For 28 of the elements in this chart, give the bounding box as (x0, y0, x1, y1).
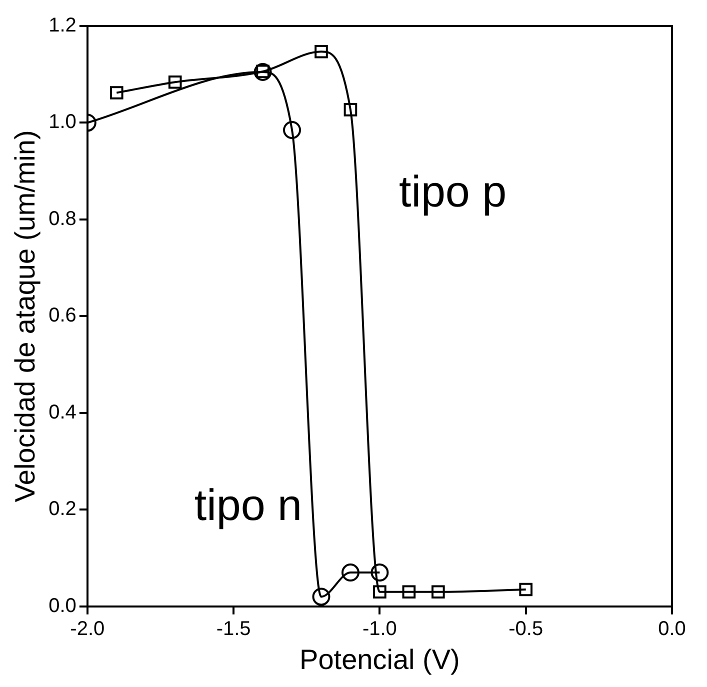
x-axis-title: Potencial (V) (300, 644, 460, 675)
point (168, 75, 182, 89)
x-tick-label: -2.0 (70, 618, 105, 640)
point (314, 44, 328, 58)
annotation: tipo n (194, 480, 302, 530)
x-tick-label: -0.5 (508, 618, 544, 640)
x-tick-label: 0.0 (658, 618, 686, 640)
y-tick-label: 0.8 (48, 208, 76, 230)
y-tick-label: 0.0 (48, 594, 76, 617)
y-tick-label: 0.4 (48, 401, 76, 424)
point (519, 582, 533, 596)
point (373, 585, 386, 599)
y-tick-label: 0.6 (48, 304, 76, 327)
y-tick-label: 1.2 (48, 14, 76, 37)
point (312, 588, 330, 606)
point (110, 86, 124, 100)
point (344, 103, 358, 116)
x-tick-label: -1.5 (216, 618, 251, 640)
point (432, 585, 445, 599)
point (341, 564, 360, 582)
x-tick-label: -1.0 (362, 618, 397, 640)
annotation: tipo p (398, 167, 507, 216)
y-tick-label: 1.0 (48, 111, 76, 134)
point (402, 585, 416, 599)
y-axis-title: Velocidad de ataque (um/min) (10, 130, 41, 502)
y-tick-label: 0.2 (48, 498, 76, 520)
point (283, 120, 302, 139)
point (370, 564, 389, 582)
